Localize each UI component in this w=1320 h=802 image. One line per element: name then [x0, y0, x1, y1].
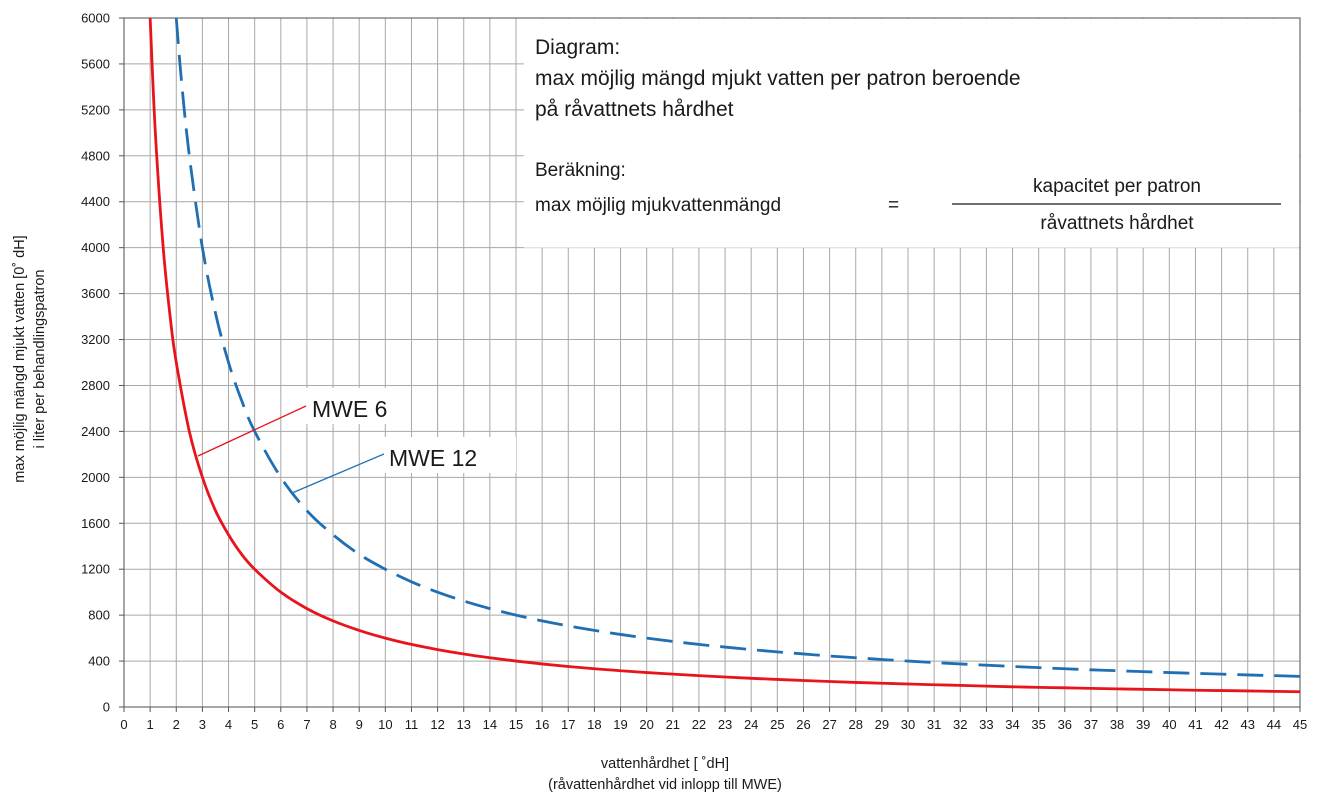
- x-tick-label: 23: [718, 717, 732, 732]
- x-tick-label: 10: [378, 717, 392, 732]
- y-tick-label: 4000: [81, 240, 110, 255]
- x-tick-label: 27: [822, 717, 836, 732]
- x-axis-title-line1: vattenhårdhet [ ˚dH]: [601, 756, 729, 772]
- y-tick-label: 3600: [81, 286, 110, 301]
- x-tick-label: 8: [329, 717, 336, 732]
- x-tick-label: 40: [1162, 717, 1176, 732]
- x-tick-label: 1: [147, 717, 154, 732]
- label-mwe12-leader: [291, 453, 385, 494]
- info-diagram-line2: på råvattnets hårdhet: [535, 98, 734, 121]
- y-tick-label: 5200: [81, 102, 110, 117]
- x-tick-label: 6: [277, 717, 284, 732]
- x-tick-label: 11: [405, 717, 419, 732]
- grid-lines: [124, 18, 1300, 707]
- y-tick-label: 800: [88, 608, 110, 623]
- x-tick-label: 17: [561, 717, 575, 732]
- info-calc-denominator: råvattnets hårdhet: [1040, 213, 1194, 234]
- x-tick-label: 3: [199, 717, 206, 732]
- x-tick-label: 38: [1110, 717, 1124, 732]
- label-mwe6-leader: [197, 405, 307, 457]
- x-tick-label: 22: [692, 717, 706, 732]
- y-tick-label: 2400: [81, 424, 110, 439]
- x-tick-label: 42: [1214, 717, 1228, 732]
- y-axis-title-line1: max möjlig mängd mjukt vatten [0˚ dH]: [12, 235, 28, 482]
- y-tick-label: 1600: [81, 516, 110, 531]
- info-box: Diagram: max möjlig mängd mjukt vatten p…: [523, 19, 1299, 248]
- x-tick-label: 25: [770, 717, 784, 732]
- x-tick-label: 44: [1267, 717, 1281, 732]
- x-tick-label: 36: [1058, 717, 1072, 732]
- y-tick-label: 400: [88, 654, 110, 669]
- x-tick-label: 29: [875, 717, 889, 732]
- y-axis-ticks: 0 400 800 1200 1600 2000 2400 2800 3200 3600 4000 4…: [81, 11, 124, 715]
- x-tick-label: 20: [639, 717, 653, 732]
- series-line-mwe-6: [148, 17, 1301, 694]
- x-tick-label: 15: [509, 717, 523, 732]
- x-tick-label: 24: [744, 717, 758, 732]
- y-tick-label: 4400: [81, 194, 110, 209]
- label-mwe6-text: MWE 6: [312, 396, 387, 422]
- y-tick-label: 2000: [81, 470, 110, 485]
- x-tick-label: 4: [225, 717, 232, 732]
- info-calc-equals: =: [888, 195, 899, 216]
- x-tick-label: 35: [1031, 717, 1045, 732]
- x-tick-label: 31: [927, 717, 941, 732]
- x-tick-label: 19: [613, 717, 627, 732]
- y-tick-label: 5600: [81, 56, 110, 71]
- y-tick-label: 4800: [81, 148, 110, 163]
- label-mwe12-text: MWE 12: [389, 445, 477, 471]
- x-tick-label: 26: [796, 717, 810, 732]
- info-diagram-line1: max möjlig mängd mjukt vatten per patron…: [535, 67, 1021, 90]
- x-tick-label: 16: [535, 717, 549, 732]
- y-tick-label: 1200: [81, 562, 110, 577]
- x-tick-label: 7: [303, 717, 310, 732]
- x-tick-label: 18: [587, 717, 601, 732]
- info-calc-numerator: kapacitet per patron: [1033, 176, 1201, 197]
- info-box-background: [523, 19, 1299, 248]
- info-calc-title: Beräkning:: [535, 160, 626, 181]
- y-tick-label: 6000: [81, 11, 110, 26]
- x-tick-label: 34: [1005, 717, 1019, 732]
- x-tick-label: 33: [979, 717, 993, 732]
- x-tick-label: 28: [848, 717, 862, 732]
- label-mwe12: MWE 12: [291, 437, 516, 494]
- x-tick-label: 41: [1188, 717, 1202, 732]
- y-tick-label: 2800: [81, 378, 110, 393]
- y-tick-label: 0: [103, 700, 110, 715]
- x-tick-label: 43: [1240, 717, 1254, 732]
- series-line-mwe-12: [174, 17, 1301, 678]
- x-tick-label: 9: [356, 717, 363, 732]
- x-tick-label: 0: [120, 717, 127, 732]
- x-tick-label: 12: [430, 717, 444, 732]
- x-tick-label: 2: [173, 717, 180, 732]
- y-axis-title-line2: i liter per behandlingspatron: [32, 270, 48, 449]
- x-axis-ticks: 0 1 2 3 4 5 6 7 8 9 10 11 12 13 14 15 16 17 18 19 20 21 22 23 24…: [120, 707, 1307, 732]
- x-tick-label: 39: [1136, 717, 1150, 732]
- label-mwe12-background: [384, 437, 516, 473]
- x-tick-label: 21: [666, 717, 680, 732]
- label-mwe6-background: [306, 388, 388, 424]
- x-tick-label: 5: [251, 717, 258, 732]
- info-calc-lhs: max möjlig mjukvattenmängd: [535, 195, 781, 216]
- x-tick-label: 30: [901, 717, 915, 732]
- plot-frame: [123, 17, 1301, 708]
- y-tick-label: 3200: [81, 332, 110, 347]
- x-tick-label: 45: [1293, 717, 1307, 732]
- info-diagram-title: Diagram:: [535, 36, 620, 59]
- x-axis-title-line2: (råvattenhårdhet vid inlopp till MWE): [548, 777, 782, 793]
- label-mwe6: MWE 6: [197, 388, 388, 457]
- x-tick-label: 37: [1084, 717, 1098, 732]
- x-tick-label: 14: [483, 717, 497, 732]
- x-tick-label: 13: [456, 717, 470, 732]
- series-layer: [148, 17, 1301, 694]
- x-tick-label: 32: [953, 717, 967, 732]
